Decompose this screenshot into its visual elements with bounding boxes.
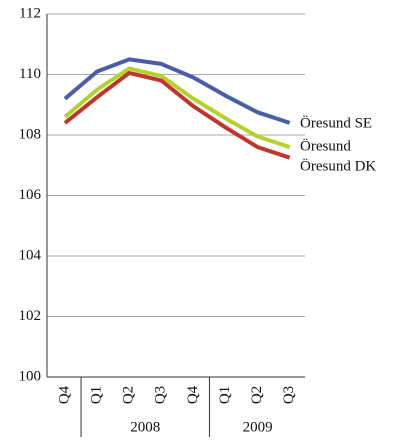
x-tick-label: Q2 (249, 386, 265, 404)
y-tick-label: 106 (19, 187, 42, 203)
x-tick-label: Q2 (121, 386, 137, 404)
y-tick-label: 110 (19, 66, 41, 82)
x-group-label: 2009 (243, 419, 273, 435)
series-label: Öresund (300, 137, 351, 154)
x-tick-label: Q3 (281, 386, 297, 404)
line-series (63, 57, 291, 125)
y-tick-label: 108 (19, 126, 42, 142)
x-tick-label: Q1 (89, 386, 105, 404)
series-label: Öresund SE (300, 114, 372, 131)
x-tick-label: Q1 (217, 386, 233, 404)
x-tick-label: Q3 (153, 386, 169, 404)
y-tick-label: 104 (19, 247, 42, 263)
line-series (63, 66, 291, 149)
y-tick-label: 102 (19, 308, 42, 324)
line-series (63, 70, 291, 160)
x-group-label: 2008 (130, 419, 160, 435)
y-tick-label: 100 (19, 368, 42, 384)
x-tick-label: Q4 (56, 385, 72, 404)
y-tick-label: 112 (19, 5, 41, 21)
x-tick-label: Q4 (185, 385, 201, 404)
series-label: Öresund DK (300, 157, 376, 174)
